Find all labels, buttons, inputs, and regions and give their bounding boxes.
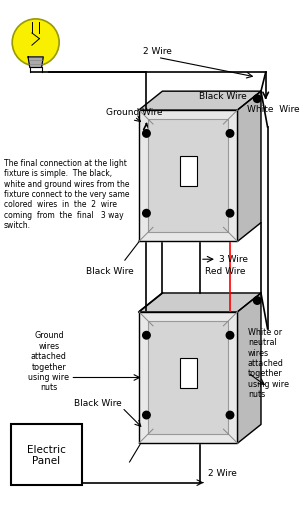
Bar [180, 358, 197, 388]
Circle shape [226, 331, 234, 339]
Polygon shape [28, 57, 43, 68]
Bar [180, 156, 197, 186]
Circle shape [143, 209, 150, 217]
Text: 2 Wire: 2 Wire [208, 469, 237, 478]
Polygon shape [139, 91, 261, 110]
Text: The final connection at the light
fixture is simple.  The black,
white and groun: The final connection at the light fixtur… [4, 159, 129, 230]
Circle shape [226, 130, 234, 137]
Polygon shape [139, 110, 237, 242]
Circle shape [143, 331, 150, 339]
Text: White  Wire: White Wire [247, 104, 300, 114]
Text: Electric
Panel: Electric Panel [27, 445, 65, 466]
Circle shape [226, 411, 234, 419]
Text: Ground Wire: Ground Wire [106, 108, 162, 117]
Polygon shape [237, 293, 261, 443]
Polygon shape [139, 293, 261, 312]
Text: Black Wire: Black Wire [199, 91, 247, 101]
Polygon shape [139, 312, 237, 443]
Polygon shape [237, 91, 261, 242]
Text: 2 Wire: 2 Wire [143, 47, 172, 57]
Text: Ground
wires
attached
together
using wire
nuts: Ground wires attached together using wir… [28, 331, 69, 393]
Bar [11, 424, 82, 486]
Text: Black Wire: Black Wire [87, 267, 134, 276]
Circle shape [253, 95, 261, 102]
Text: Red Wire: Red Wire [205, 267, 245, 276]
Text: Black Wire: Black Wire [74, 398, 122, 407]
Circle shape [143, 130, 150, 137]
Bar [148, 321, 228, 434]
Circle shape [226, 209, 234, 217]
Circle shape [253, 297, 261, 304]
Text: 3 Wire: 3 Wire [219, 255, 248, 264]
Text: White or
neutral
wires
attached
together
using wire
nuts: White or neutral wires attached together… [248, 328, 289, 399]
Circle shape [12, 19, 59, 66]
Bar [148, 119, 228, 232]
Circle shape [143, 411, 150, 419]
